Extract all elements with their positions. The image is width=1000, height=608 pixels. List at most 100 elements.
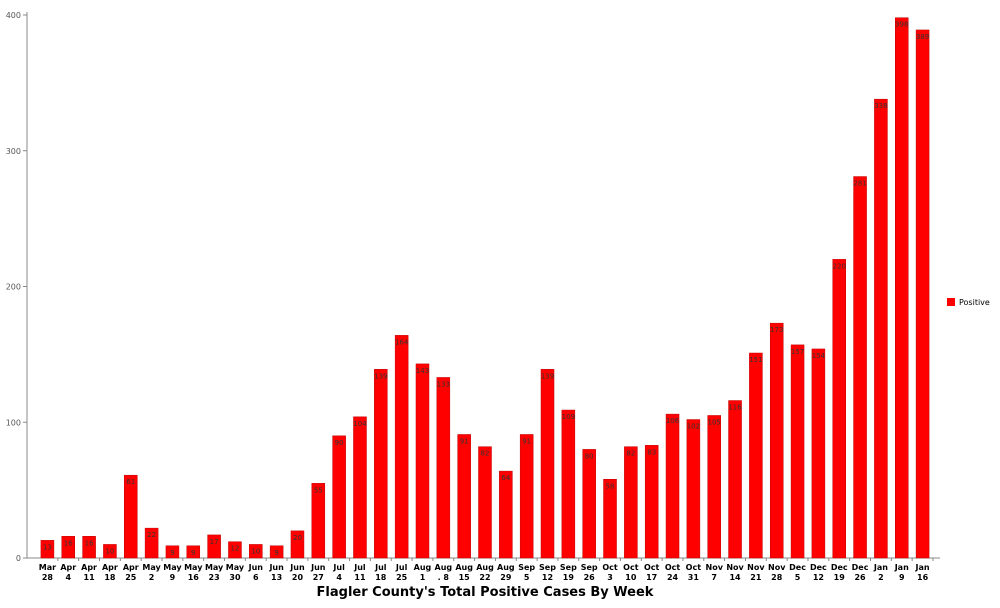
data-label: 164 — [395, 338, 409, 346]
data-label: 173 — [770, 326, 783, 334]
data-label: 109 — [562, 413, 575, 421]
bar — [228, 541, 242, 559]
bar — [728, 400, 742, 559]
data-label: 20 — [293, 534, 302, 542]
data-label: 12 — [230, 545, 239, 553]
x-tick-label: Aug 22 — [476, 563, 494, 582]
bar — [894, 17, 909, 559]
x-tick-label: Apr 4 — [60, 563, 77, 582]
data-label: 338 — [874, 102, 887, 110]
legend-swatch — [947, 298, 955, 306]
x-tick-label: Aug 1 — [413, 563, 432, 582]
x-tick-label: May 2 — [142, 563, 161, 582]
x-tick-label: Sep 26 — [580, 563, 598, 582]
x-tick-label: Jun 6 — [248, 563, 263, 582]
x-tick-label: Jan 9 — [894, 563, 909, 582]
bar — [707, 415, 721, 559]
bar — [499, 470, 513, 559]
bar — [644, 445, 659, 559]
bar — [811, 348, 826, 559]
data-label: 82 — [481, 450, 490, 458]
bar — [415, 363, 430, 559]
bar — [790, 344, 805, 559]
data-label: 17 — [210, 538, 219, 546]
x-tick-label: Sep 5 — [518, 563, 536, 582]
data-label: 10 — [251, 547, 260, 555]
bar — [915, 29, 930, 559]
data-label: 91 — [522, 437, 531, 445]
data-label: 105 — [708, 418, 721, 426]
data-label: 10 — [105, 547, 114, 555]
x-tick-label: Sep 12 — [539, 563, 556, 582]
bar — [561, 409, 576, 559]
x-tick-label: Dec 5 — [789, 563, 806, 582]
bar — [540, 369, 555, 559]
data-label: 106 — [666, 417, 680, 425]
x-tick-label: Oct 31 — [685, 563, 702, 582]
x-tick-label: Nov 7 — [705, 563, 723, 582]
data-label: 139 — [541, 372, 554, 380]
data-label: 13 — [43, 543, 52, 551]
bar — [665, 413, 680, 559]
bar — [290, 530, 305, 559]
x-tick-label: Oct 10 — [623, 563, 639, 582]
x-tick-label: Dec 19 — [830, 563, 848, 582]
data-label: 157 — [791, 348, 804, 356]
x-tick-label: May 23 — [204, 563, 224, 582]
x-tick-label: Apr 18 — [101, 563, 118, 582]
data-label: 139 — [374, 372, 387, 380]
data-label: 143 — [416, 367, 429, 375]
bar — [624, 446, 638, 559]
x-tick-label: Jun 20 — [290, 563, 305, 582]
bar — [249, 544, 263, 559]
x-tick-label: May 30 — [225, 563, 245, 582]
data-label: 9 — [191, 549, 195, 557]
x-tick-label: Aug . 8 — [434, 563, 453, 582]
data-label: 9 — [274, 549, 278, 557]
data-label: 220 — [833, 262, 846, 270]
data-label: 22 — [147, 531, 156, 539]
bar — [603, 479, 617, 559]
data-label: 154 — [812, 352, 826, 360]
y-tick-label: 400 — [6, 11, 21, 20]
x-tick-label: Jul 18 — [375, 563, 387, 582]
x-tick-label: Jul 4 — [333, 563, 345, 582]
x-tick-label: Jul 11 — [354, 563, 366, 582]
bar — [124, 474, 138, 559]
x-tick-label: Nov 21 — [747, 563, 765, 582]
data-label: 91 — [460, 437, 469, 445]
bar — [186, 545, 201, 559]
x-tick-label: Nov 28 — [768, 563, 786, 582]
bar — [61, 536, 76, 559]
data-label: 104 — [353, 420, 367, 428]
x-tick-label: Mar 28 — [38, 563, 57, 582]
x-tick-label: Apr 11 — [81, 563, 98, 582]
data-label: 64 — [501, 474, 510, 482]
data-label: 58 — [606, 482, 615, 490]
y-tick-label: 0 — [16, 554, 21, 563]
data-label: 398 — [895, 21, 908, 29]
bar — [832, 259, 846, 559]
bar — [207, 534, 221, 559]
x-tick-label: Oct 3 — [602, 563, 618, 582]
x-tick-label: Jun 13 — [269, 563, 284, 582]
data-label: 61 — [126, 478, 135, 486]
bar — [269, 545, 284, 559]
chart-title: Flagler County's Total Positive Cases By… — [317, 585, 654, 600]
bar — [874, 98, 888, 559]
x-tick-label: Oct 24 — [664, 563, 681, 582]
data-label: 116 — [728, 404, 742, 412]
bar — [165, 545, 180, 559]
bar — [457, 434, 471, 559]
data-label: 102 — [687, 423, 700, 431]
bar — [853, 176, 867, 559]
data-label: 133 — [437, 380, 450, 388]
x-tick-label: May 9 — [163, 563, 182, 582]
bar — [353, 416, 367, 559]
bar — [394, 335, 409, 559]
x-tick-label: May 16 — [184, 563, 203, 582]
bar — [374, 369, 388, 559]
x-tick-label: Dec 12 — [809, 563, 827, 582]
